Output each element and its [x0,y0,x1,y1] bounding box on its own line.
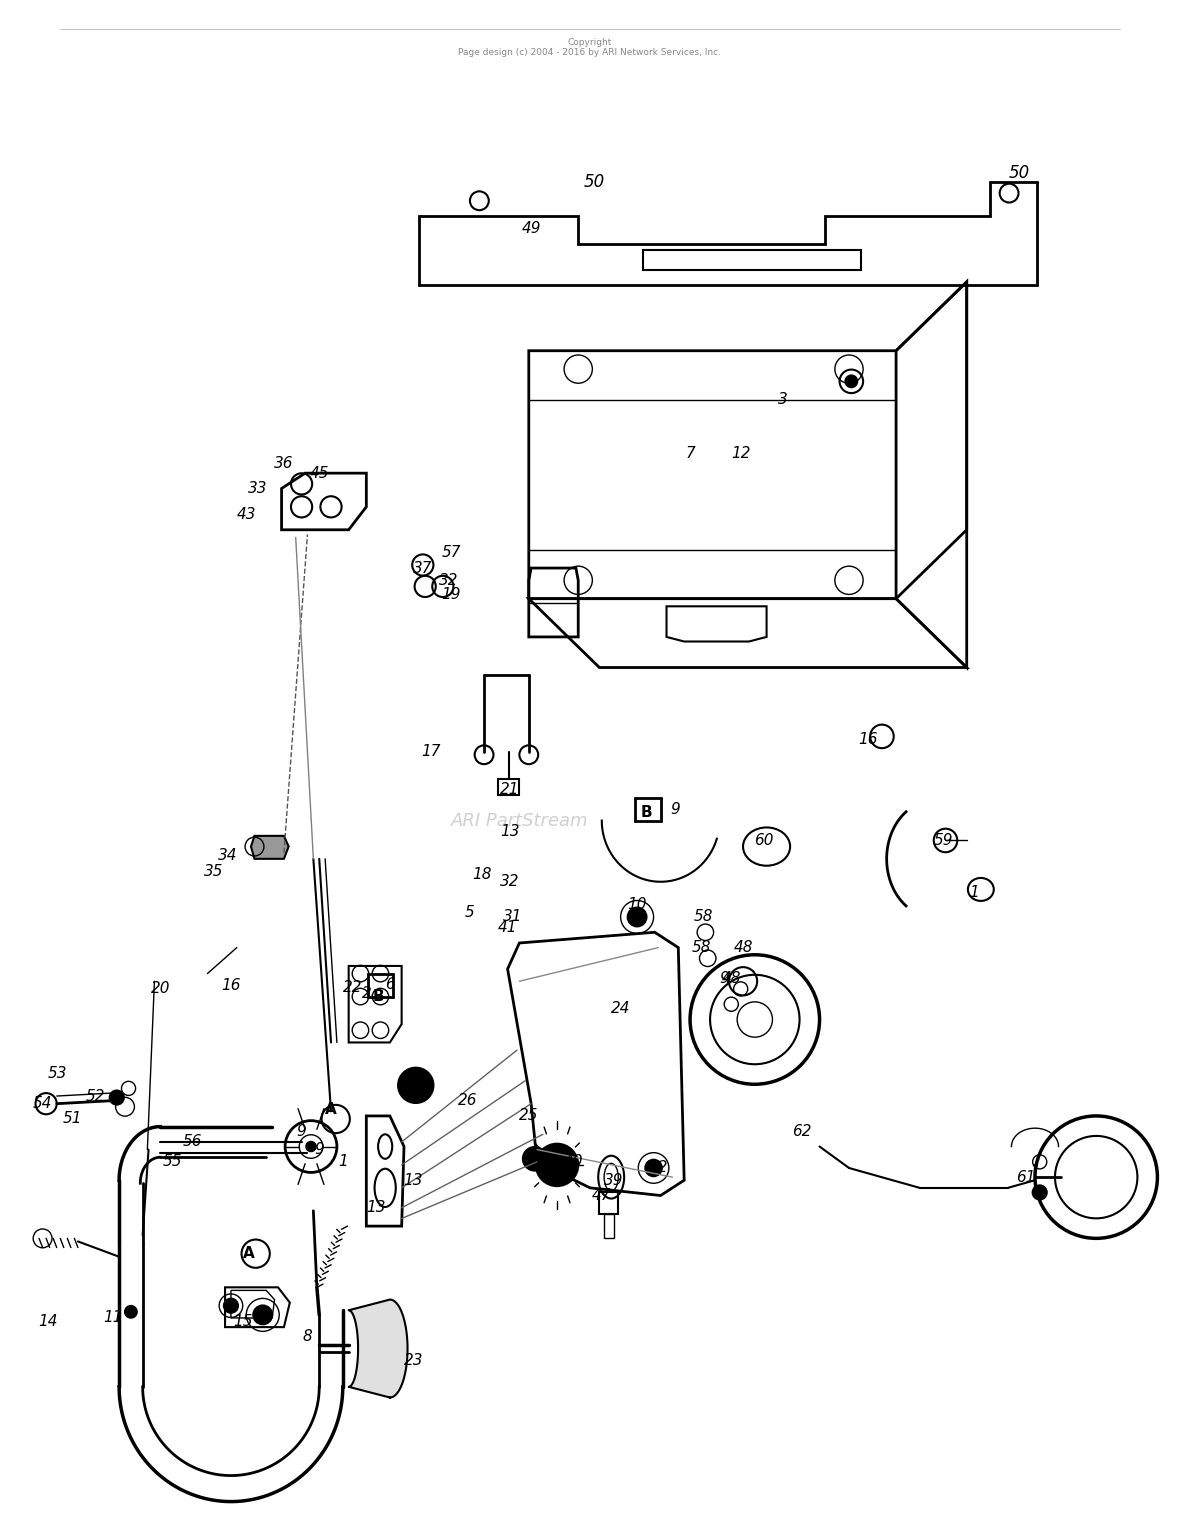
Text: 43: 43 [236,506,256,522]
Text: 18: 18 [472,867,491,882]
Text: 16: 16 [858,732,878,747]
Text: 1: 1 [969,885,978,900]
Polygon shape [251,836,289,859]
Text: 8: 8 [302,1328,313,1344]
Text: 14: 14 [39,1313,58,1328]
Text: 54: 54 [33,1097,52,1111]
Text: 23: 23 [404,1353,424,1368]
Text: 9: 9 [720,971,729,986]
Circle shape [845,376,857,387]
Text: 41: 41 [498,920,517,936]
Polygon shape [348,1299,407,1397]
Text: 53: 53 [48,1066,67,1080]
Circle shape [125,1305,137,1318]
Text: 55: 55 [163,1155,182,1169]
Text: 39: 39 [604,1172,623,1187]
Text: 24: 24 [611,1002,630,1017]
Text: 13: 13 [500,824,519,839]
Circle shape [628,908,647,927]
Circle shape [536,1144,578,1186]
Text: A: A [326,1103,336,1117]
Text: 25: 25 [519,1109,538,1123]
Text: 50: 50 [1009,164,1030,183]
Text: 36: 36 [274,457,294,471]
Text: 32: 32 [439,572,459,588]
Text: 35: 35 [203,864,223,879]
Text: 10: 10 [628,897,647,913]
Text: 56: 56 [183,1135,202,1149]
Text: 52: 52 [86,1089,105,1103]
Text: 6: 6 [385,977,395,992]
Text: 45: 45 [309,466,329,480]
Circle shape [1032,1186,1047,1200]
Circle shape [254,1305,273,1324]
Text: 34: 34 [217,848,237,864]
Text: 16: 16 [221,979,241,994]
Text: Copyright
Page design (c) 2004 - 2016 by ARI Network Services, Inc.: Copyright Page design (c) 2004 - 2016 by… [459,38,721,57]
Text: 58: 58 [694,910,713,925]
Text: 48: 48 [721,971,741,986]
Text: 58: 58 [693,940,712,956]
Text: 9: 9 [296,1124,307,1138]
Text: 26: 26 [458,1094,478,1108]
Text: 61: 61 [1016,1169,1035,1184]
Text: 17: 17 [421,744,441,759]
Text: B: B [372,989,384,1005]
Text: 7: 7 [686,446,695,460]
Text: 59: 59 [933,833,953,848]
Circle shape [224,1299,238,1313]
Circle shape [645,1160,662,1177]
Circle shape [110,1091,124,1104]
Text: 19: 19 [441,586,461,601]
Text: B: B [641,805,653,821]
Text: 32: 32 [500,874,519,890]
Text: 22: 22 [342,980,362,996]
Text: 50: 50 [584,173,605,192]
Text: 42: 42 [649,1160,668,1175]
Circle shape [307,1141,316,1150]
Text: 40: 40 [564,1155,583,1169]
Text: 47: 47 [592,1187,611,1203]
Text: A: A [243,1246,255,1261]
Text: 57: 57 [441,545,461,560]
Text: 49: 49 [522,221,540,236]
Circle shape [523,1147,546,1170]
Text: 13: 13 [404,1172,424,1187]
Text: 5: 5 [465,905,474,920]
Text: 20: 20 [151,982,170,997]
Text: 37: 37 [413,560,433,575]
Text: ARI PartStream: ARI PartStream [451,811,588,830]
Text: 46: 46 [548,1157,566,1172]
Text: 1: 1 [337,1155,348,1169]
Text: 31: 31 [503,910,522,925]
Text: 2: 2 [361,986,372,1002]
Circle shape [398,1068,433,1103]
Text: 13: 13 [366,1200,386,1215]
Text: 33: 33 [248,482,268,495]
Text: 51: 51 [63,1112,81,1126]
Text: 48: 48 [733,940,753,956]
Text: 15: 15 [232,1313,253,1328]
Text: 11: 11 [104,1310,123,1325]
Text: 21: 21 [500,782,519,798]
Text: 9: 9 [670,802,680,818]
Text: 60: 60 [754,833,774,848]
Text: 12: 12 [730,446,750,460]
Text: 3: 3 [778,393,788,407]
Text: 62: 62 [792,1124,812,1138]
Text: 9: 9 [314,1143,324,1157]
